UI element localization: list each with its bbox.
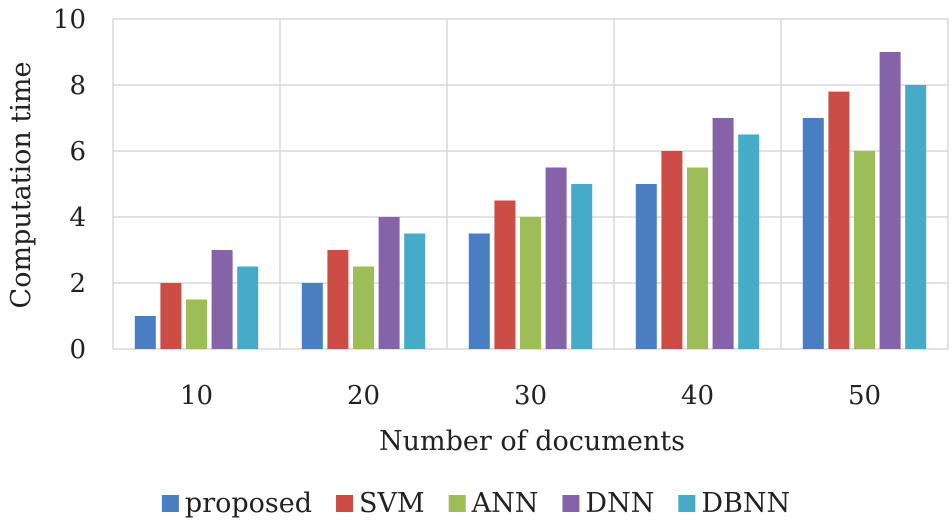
bar-ann-20 — [353, 266, 374, 349]
y-tick-label: 4 — [69, 203, 86, 233]
legend-label-dbnn: DBNN — [701, 488, 790, 519]
bar-svm-10 — [160, 283, 182, 349]
bar-series — [134, 52, 927, 349]
legend-label-dnn: DNN — [585, 488, 654, 519]
legend-swatch-dbnn — [678, 495, 696, 512]
y-axis-ticks: 0 2 4 6 8 10 — [53, 5, 86, 365]
bar-dnn-10 — [211, 250, 233, 349]
bar-proposed-30 — [468, 233, 490, 349]
legend-swatch-svm — [336, 495, 354, 512]
bar-svm-20 — [327, 250, 349, 349]
legend: proposed SVM ANN DNN DBNN — [161, 488, 790, 519]
legend-label-proposed: proposed — [185, 488, 312, 519]
x-axis-title: Number of documents — [379, 426, 685, 457]
bar-dbnn-30 — [571, 184, 593, 349]
y-axis-title: Computation time — [6, 62, 37, 309]
bar-dbnn-50 — [905, 85, 927, 349]
bar-dnn-20 — [378, 217, 400, 349]
bar-svm-30 — [494, 200, 516, 349]
bar-ann-50 — [854, 151, 875, 349]
x-tick-label: 50 — [848, 381, 881, 411]
bar-proposed-50 — [802, 118, 824, 349]
bar-dnn-30 — [545, 167, 567, 349]
bar-ann-30 — [520, 217, 541, 349]
legend-swatch-ann — [448, 495, 466, 512]
bar-dbnn-40 — [738, 134, 760, 349]
y-tick-label: 0 — [69, 335, 86, 365]
bar-proposed-20 — [301, 283, 323, 349]
bar-dnn-50 — [879, 52, 901, 349]
legend-label-svm: SVM — [359, 488, 425, 519]
bar-svm-50 — [828, 91, 850, 349]
y-tick-label: 2 — [69, 269, 86, 299]
bar-proposed-10 — [134, 316, 156, 349]
bar-ann-10 — [186, 299, 207, 349]
y-tick-label: 10 — [53, 5, 86, 35]
bar-svm-40 — [661, 151, 683, 349]
x-tick-label: 30 — [514, 381, 547, 411]
legend-swatch-proposed — [161, 495, 179, 512]
x-axis-ticks: 10 20 30 40 50 — [180, 381, 881, 411]
bar-dbnn-10 — [237, 266, 259, 349]
x-tick-label: 10 — [180, 381, 213, 411]
legend-swatch-dnn — [562, 495, 580, 512]
bar-proposed-40 — [635, 184, 657, 349]
bar-ann-40 — [687, 167, 708, 349]
legend-label-ann: ANN — [471, 488, 539, 519]
y-tick-label: 8 — [69, 71, 86, 101]
bar-dbnn-20 — [404, 233, 426, 349]
y-tick-label: 6 — [69, 137, 86, 167]
x-tick-label: 40 — [681, 381, 714, 411]
bar-dnn-40 — [712, 118, 734, 349]
x-tick-label: 20 — [347, 381, 380, 411]
